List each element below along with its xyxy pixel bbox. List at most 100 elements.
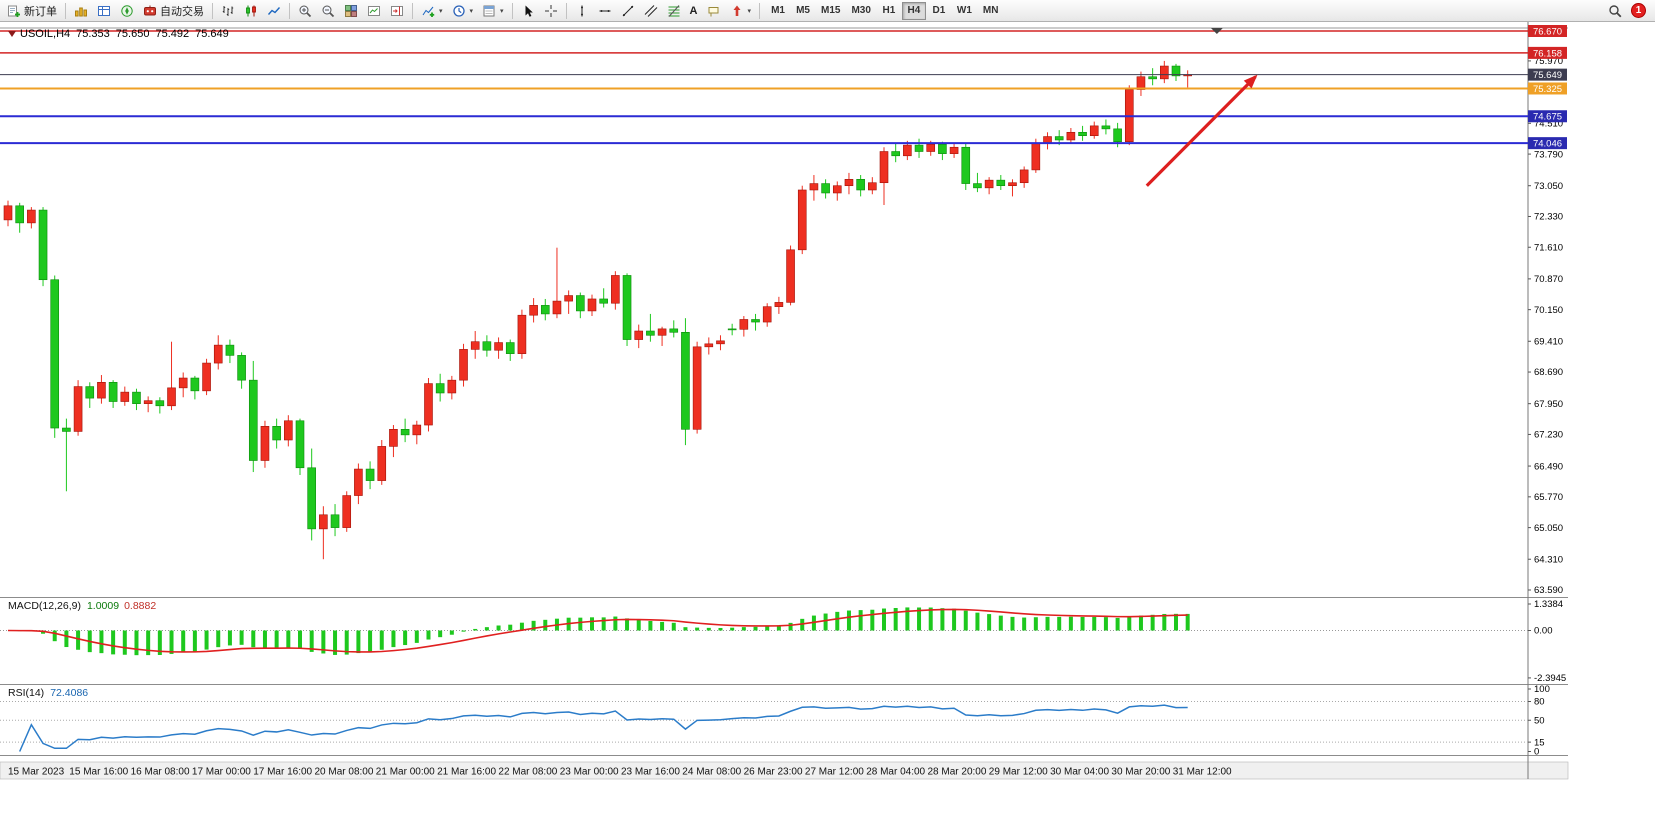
candle-body [424, 383, 433, 426]
periods-button[interactable]: ▾ [448, 1, 478, 21]
timeframe-m1-button[interactable]: M1 [766, 2, 790, 20]
trendline-button[interactable] [617, 1, 639, 21]
chart-canvas[interactable]: 75.970 74.510 73.790 73.050 72.330 71.610 70.8… [0, 22, 1655, 827]
toolbar-separator [412, 2, 413, 19]
candle-body [342, 495, 352, 528]
toolbar-separator [511, 2, 513, 19]
crosshair-button[interactable] [540, 1, 562, 21]
auto-scroll-button[interactable] [363, 1, 385, 21]
chart-high-value: 75.650 [115, 28, 150, 40]
zoom-in-icon [298, 4, 312, 18]
toolbar-separator [759, 2, 761, 19]
zoom-in-button[interactable] [294, 1, 316, 21]
candle-body [938, 143, 947, 154]
data-window-icon [97, 4, 111, 18]
time-axis-label: 15 Mar 2023 [8, 767, 65, 778]
timeframe-h1-button[interactable]: H1 [877, 2, 901, 20]
data-window-button[interactable] [93, 1, 115, 21]
candle-body [15, 205, 24, 224]
candle-body [62, 427, 71, 432]
chart-shift-marker[interactable] [1210, 28, 1223, 34]
candlestick-chart-button[interactable] [240, 1, 262, 21]
trend-arrow-annotation[interactable] [1145, 75, 1257, 187]
indicators-icon [421, 4, 435, 18]
candle-body [295, 420, 305, 469]
macd-indicator-label: MACD(12,26,9) 1.0009 0.8882 [8, 600, 156, 612]
candle-body [844, 178, 854, 187]
auto-scroll-icon [367, 4, 381, 18]
arrows-button[interactable]: ▾ [726, 1, 756, 21]
bar-chart-button[interactable] [217, 1, 239, 21]
time-axis-label: 17 Mar 16:00 [253, 767, 312, 778]
market-watch-button[interactable] [70, 1, 92, 21]
auto-trading-button[interactable]: 自动交易 [139, 1, 208, 21]
candle-body [1113, 128, 1122, 142]
price-axis-tick: 67.950 [1534, 399, 1563, 410]
time-axis-label: 28 Mar 04:00 [866, 767, 925, 778]
rsi-line [18, 704, 1188, 752]
notification-badge[interactable]: 1 [1631, 3, 1646, 18]
rsi-axis-tick: 0 [1534, 747, 1539, 758]
candle-body [914, 144, 924, 152]
line-chart-button[interactable] [263, 1, 285, 21]
fibonacci-button[interactable] [663, 1, 685, 21]
macd-histogram [17, 607, 1190, 656]
time-axis-label: 30 Mar 20:00 [1111, 767, 1170, 778]
candle-body [178, 377, 188, 389]
fibonacci-icon [667, 4, 681, 18]
timeframe-d1-button[interactable]: D1 [927, 2, 951, 20]
candle-body [576, 295, 585, 312]
cursor-icon [521, 4, 535, 18]
vertical-line-button[interactable] [571, 1, 593, 21]
timeframe-h4-button[interactable]: H4 [901, 1, 926, 20]
price-tag [1528, 68, 1567, 81]
time-axis-label: 17 Mar 00:00 [192, 767, 251, 778]
price-axis-tick: 74.510 [1534, 119, 1563, 130]
candlestick-series [3, 60, 1192, 560]
candle-body [739, 319, 749, 330]
new-order-button[interactable]: 新订单 [3, 1, 61, 21]
rsi-indicator-label: RSI(14) 72.4086 [8, 687, 88, 699]
price-axis-tick: 73.050 [1534, 181, 1563, 192]
time-axis-label: 22 Mar 08:00 [498, 767, 557, 778]
time-axis-label: 31 Mar 12:00 [1173, 767, 1232, 778]
templates-button[interactable]: ▾ [478, 1, 508, 21]
indicators-button[interactable]: ▾ [417, 1, 447, 21]
candle-body [552, 300, 562, 315]
candle-body [611, 275, 620, 304]
channel-button[interactable] [640, 1, 662, 21]
price-tag [1528, 137, 1567, 150]
price-tag [1528, 110, 1567, 123]
chart-shift-button[interactable] [386, 1, 408, 21]
timeframe-w1-button[interactable]: W1 [952, 2, 977, 20]
cursor-button[interactable] [517, 1, 539, 21]
text-button[interactable]: A [686, 1, 702, 21]
candle-body [1043, 136, 1052, 144]
tile-windows-button[interactable] [340, 1, 362, 21]
price-tag-label: 75.649 [1533, 70, 1562, 81]
candle-body [727, 328, 737, 331]
rsi-axis-tick: 80 [1534, 697, 1545, 708]
rsi-value: 72.4086 [50, 687, 89, 699]
horizontal-line-button[interactable] [594, 1, 616, 21]
timeframe-m30-button[interactable]: M30 [846, 2, 875, 20]
candle-body [669, 328, 679, 333]
toolbar-separator [212, 2, 213, 19]
chart-close-value: 75.649 [195, 28, 229, 40]
toolbar-separator [289, 2, 290, 19]
navigator-button[interactable] [116, 1, 138, 21]
chevron-down-icon: ▾ [500, 7, 504, 15]
timeframe-mn-button[interactable]: MN [978, 2, 1004, 20]
text-label-button[interactable] [703, 1, 725, 21]
candle-body [1031, 142, 1041, 171]
timeframe-m15-button[interactable]: M15 [816, 2, 845, 20]
candle-body [1148, 76, 1157, 80]
time-axis-label: 21 Mar 00:00 [376, 767, 435, 778]
search-button[interactable] [1604, 1, 1626, 21]
search-icon [1608, 4, 1622, 18]
zoom-out-button[interactable] [317, 1, 339, 21]
timeframe-m5-button[interactable]: M5 [791, 2, 815, 20]
candle-body [762, 306, 772, 323]
price-tag [1528, 82, 1567, 95]
candle-body [821, 183, 830, 194]
